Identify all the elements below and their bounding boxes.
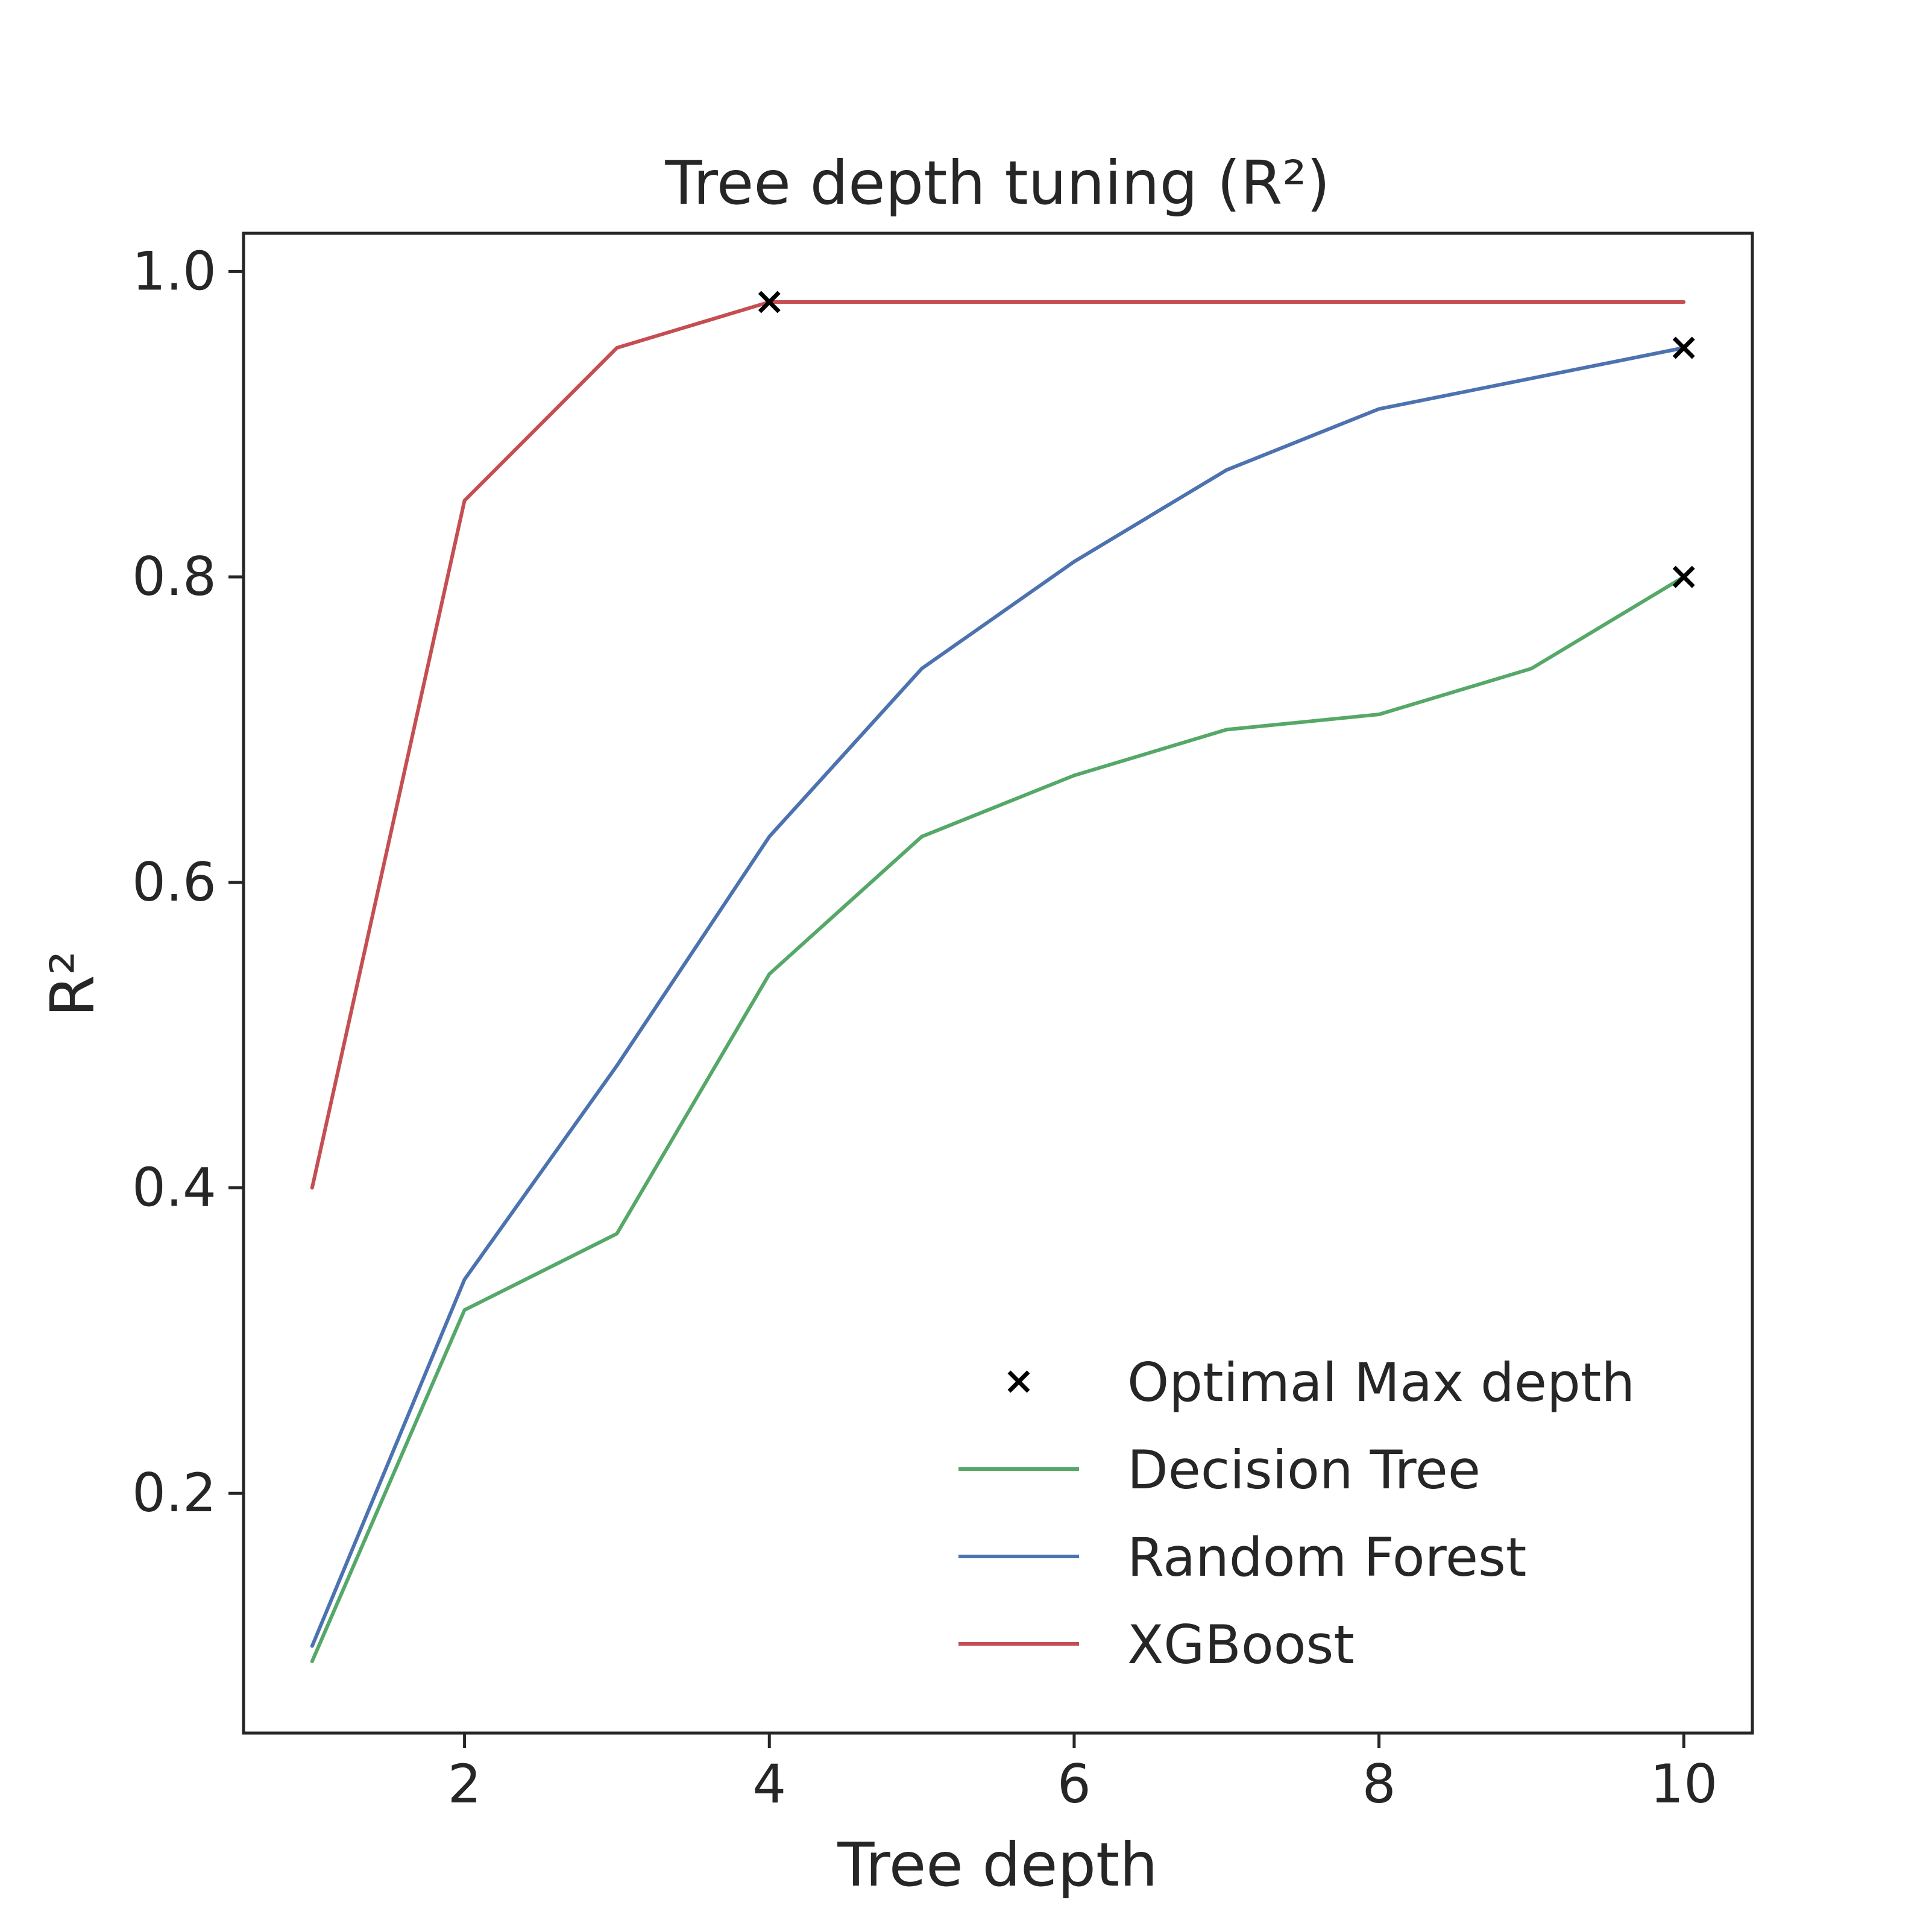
series-line-decision-tree (310, 575, 1686, 1663)
plot-lines (310, 300, 1686, 1663)
legend-entry-decision-tree: Decision Tree (958, 1439, 1481, 1501)
legend-label: XGBoost (1127, 1614, 1355, 1676)
legend: Optimal Max depth Decision Tree Random For… (958, 1351, 1635, 1676)
legend-label: Optimal Max depth (1127, 1351, 1635, 1414)
legend-entry-xgboost: XGBoost (958, 1614, 1355, 1676)
y-tick-label: 0.2 (132, 1462, 216, 1524)
x-tick-label: 4 (752, 1753, 786, 1815)
legend-entry-optimal-max-depth: Optimal Max depth (1007, 1351, 1635, 1414)
legend-entry-random-forest: Random Forest (958, 1526, 1526, 1588)
series-line-xgboost (310, 300, 1686, 1190)
x-tick-label: 10 (1650, 1753, 1717, 1815)
x-axis-label: Tree depth (837, 1830, 1157, 1900)
legend-marker-icon (1007, 1370, 1030, 1393)
legend-label: Decision Tree (1127, 1439, 1481, 1501)
legend-label: Random Forest (1127, 1526, 1526, 1588)
y-tick-label: 0.4 (132, 1157, 216, 1219)
y-tick-label: 0.8 (132, 546, 216, 608)
y-tick-label: 0.6 (132, 851, 216, 913)
x-axis: 2 4 6 8 10 (448, 1733, 1717, 1815)
chart-title: Tree depth tuning (R²) (665, 148, 1330, 218)
optimal-markers (758, 291, 1695, 588)
optimal-marker-2 (1672, 565, 1695, 588)
y-axis-label: R² (37, 951, 108, 1017)
series-line-random-forest (310, 346, 1686, 1648)
x-tick-label: 8 (1362, 1753, 1396, 1815)
y-axis: 0.2 0.4 0.6 0.8 1.0 (132, 240, 244, 1524)
plot-frame (242, 231, 1754, 1735)
x-tick-label: 6 (1057, 1753, 1091, 1815)
optimal-marker-0 (758, 291, 781, 313)
x-tick-label: 2 (448, 1753, 482, 1815)
y-tick-label: 1.0 (132, 240, 216, 302)
optimal-marker-1 (1672, 336, 1695, 359)
